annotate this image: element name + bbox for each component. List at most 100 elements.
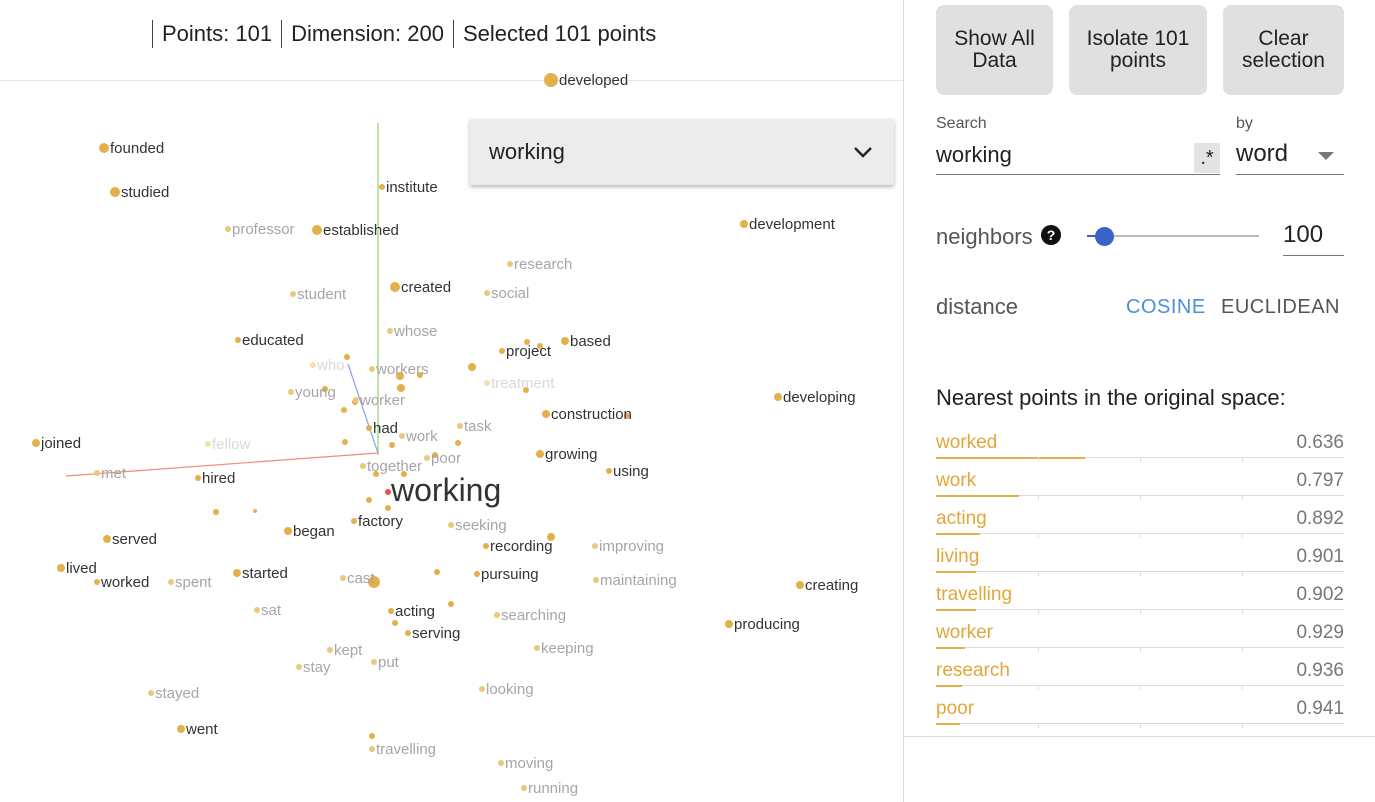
point-went[interactable] (177, 725, 185, 733)
point-unlabeled[interactable] (432, 452, 438, 458)
point-stayed[interactable] (148, 690, 154, 696)
point-pursuing[interactable] (474, 571, 480, 577)
point-looking[interactable] (479, 686, 485, 692)
point-unlabeled[interactable] (448, 601, 454, 607)
point-recording[interactable] (483, 543, 489, 549)
point-research[interactable] (507, 261, 513, 267)
point-unlabeled[interactable] (344, 354, 350, 360)
nearest-point-word[interactable]: travelling (936, 584, 1013, 605)
cosine-option[interactable]: COSINE (1126, 296, 1206, 318)
point-unlabeled[interactable] (624, 413, 630, 419)
point-put[interactable] (371, 659, 377, 665)
help-icon[interactable]: ? (1041, 225, 1061, 245)
point-moving[interactable] (498, 760, 504, 766)
point-developed[interactable] (544, 73, 558, 87)
point-sat[interactable] (254, 607, 260, 613)
point-unlabeled[interactable] (524, 339, 530, 345)
point-construction[interactable] (542, 410, 550, 418)
point-creating[interactable] (796, 581, 804, 589)
label-by-dropdown[interactable]: working (470, 119, 894, 185)
point-stay[interactable] (296, 664, 302, 670)
point-professor[interactable] (225, 226, 231, 232)
point-created[interactable] (390, 282, 400, 292)
point-studied[interactable] (110, 187, 120, 197)
point-worker[interactable] (353, 397, 359, 403)
point-unlabeled[interactable] (213, 509, 219, 515)
point-running[interactable] (521, 785, 527, 791)
point-institute[interactable] (379, 184, 385, 190)
point-unlabeled[interactable] (342, 439, 348, 445)
point-factory[interactable] (351, 518, 357, 524)
point-unlabeled[interactable] (396, 372, 404, 380)
point-established[interactable] (312, 225, 322, 235)
neighbors-input[interactable]: 100 (1283, 221, 1344, 256)
search-by-dropdown[interactable]: word (1236, 138, 1344, 175)
point-had[interactable] (366, 425, 372, 431)
point-based[interactable] (561, 337, 569, 345)
point-lived[interactable] (57, 564, 65, 572)
point-work[interactable] (399, 433, 405, 439)
search-field[interactable]: .* (936, 140, 1220, 175)
point-unlabeled[interactable] (434, 569, 440, 575)
point-growing[interactable] (536, 450, 544, 458)
point-joined[interactable] (32, 439, 40, 447)
point-keeping[interactable] (534, 645, 540, 651)
search-input[interactable] (936, 140, 1176, 170)
point-cast[interactable] (340, 575, 346, 581)
nearest-point-word[interactable]: worked (936, 432, 998, 453)
point-treatment[interactable] (484, 380, 490, 386)
nearest-point-row[interactable]: acting 0.892 (936, 506, 1344, 544)
nearest-point-row[interactable]: research 0.936 (936, 658, 1344, 696)
point-whose[interactable] (387, 328, 393, 334)
point-unlabeled[interactable] (366, 497, 372, 503)
point-unlabeled[interactable] (397, 384, 405, 392)
point-unlabeled[interactable] (417, 372, 423, 378)
point-educated[interactable] (235, 337, 241, 343)
point-unlabeled[interactable] (369, 733, 375, 739)
point-unlabeled[interactable] (401, 471, 407, 477)
point-serving[interactable] (405, 630, 411, 636)
nearest-point-row[interactable]: poor 0.941 (936, 696, 1344, 734)
point-task[interactable] (457, 423, 463, 429)
focus-point[interactable] (385, 489, 391, 495)
point-unlabeled[interactable] (341, 407, 347, 413)
nearest-point-row[interactable]: work 0.797 (936, 468, 1344, 506)
point-maintaining[interactable] (593, 577, 599, 583)
point-unlabeled[interactable] (368, 576, 380, 588)
point-unlabeled[interactable] (547, 533, 555, 541)
point-poor[interactable] (424, 455, 430, 461)
nearest-point-row[interactable]: travelling 0.902 (936, 582, 1344, 620)
point-social[interactable] (484, 290, 490, 296)
regex-toggle-button[interactable]: .* (1194, 143, 1220, 173)
point-kept[interactable] (327, 647, 333, 653)
nearest-point-row[interactable]: worker 0.929 (936, 620, 1344, 658)
point-unlabeled[interactable] (468, 363, 476, 371)
point-hired[interactable] (195, 475, 201, 481)
point-development[interactable] (740, 220, 748, 228)
nearest-point-row[interactable]: worked 0.636 (936, 430, 1344, 468)
point-unlabeled[interactable] (537, 343, 543, 349)
point-founded[interactable] (99, 143, 109, 153)
point-spent[interactable] (168, 579, 174, 585)
point-acting[interactable] (388, 608, 394, 614)
neighbors-slider[interactable] (1087, 226, 1259, 246)
point-young[interactable] (288, 389, 294, 395)
point-unlabeled[interactable] (392, 620, 398, 626)
point-unlabeled[interactable] (373, 471, 379, 477)
point-travelling[interactable] (369, 746, 375, 752)
scatter-plot[interactable]: developed founded studied institute professo… (0, 0, 903, 802)
point-searching[interactable] (494, 612, 500, 618)
point-unlabeled[interactable] (455, 440, 461, 446)
nearest-point-row[interactable]: living 0.901 (936, 544, 1344, 582)
euclidean-option[interactable]: EUCLIDEAN (1221, 296, 1340, 318)
clear-selection-button[interactable]: Clear selection (1223, 5, 1344, 95)
nearest-point-word[interactable]: research (936, 660, 1010, 681)
point-workers[interactable] (369, 366, 375, 372)
point-met[interactable] (94, 470, 100, 476)
point-improving[interactable] (592, 543, 598, 549)
point-together[interactable] (360, 463, 366, 469)
show-all-data-button[interactable]: Show All Data (936, 5, 1053, 95)
point-unlabeled[interactable] (253, 509, 257, 513)
point-who[interactable] (310, 362, 316, 368)
nearest-point-word[interactable]: living (936, 546, 980, 567)
